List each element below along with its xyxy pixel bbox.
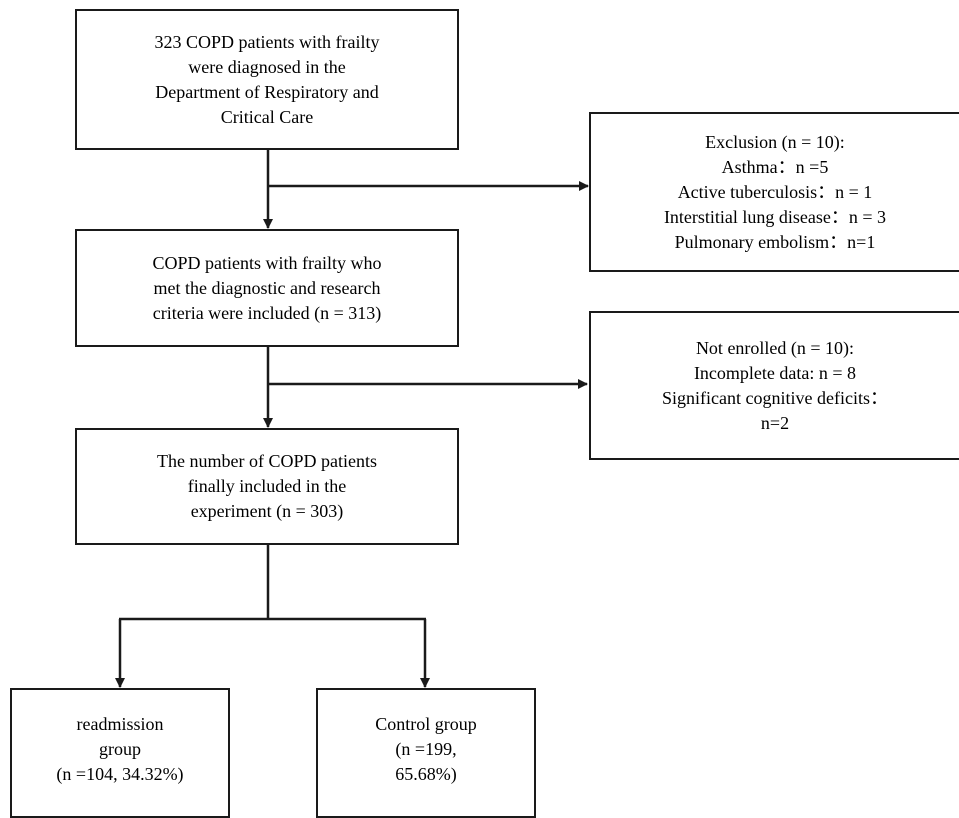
included-line-1: COPD patients with frailty who bbox=[152, 252, 382, 273]
exclusion-box: Exclusion (n = 10): Asthma：n =5 Active t… bbox=[589, 112, 959, 272]
not-enrolled-box: Not enrolled (n = 10): Incomplete data: … bbox=[589, 311, 959, 460]
included-line-3: criteria were included (n = 313) bbox=[152, 302, 382, 323]
control-line-1: Control group bbox=[375, 714, 477, 734]
diagnosed-line-3: Department of Respiratory and bbox=[155, 81, 379, 102]
not-enrolled-line-4: n=2 bbox=[760, 412, 790, 433]
exclusion-line-2: Asthma：n =5 bbox=[721, 156, 829, 177]
not-enrolled-line-3: Significant cognitive deficits： bbox=[662, 387, 888, 408]
included-box: COPD patients with frailty who met the d… bbox=[75, 229, 459, 347]
not-enrolled-line-1: Not enrolled (n = 10): bbox=[695, 337, 855, 358]
not-enrolled-line-2: Incomplete data: n = 8 bbox=[693, 362, 857, 383]
control-line-2: (n =199, bbox=[395, 739, 457, 759]
readmission-line-1: readmission bbox=[76, 714, 164, 734]
readmission-line-2: group bbox=[99, 739, 141, 759]
final-line-1: The number of COPD patients bbox=[157, 451, 377, 471]
readmission-box: readmission group (n =104, 34.32%) bbox=[10, 688, 230, 818]
exclusion-line-1: Exclusion (n = 10): bbox=[705, 131, 845, 152]
diagnosed-line-1: 323 COPD patients with frailty bbox=[154, 31, 380, 52]
final-line-3: experiment (n = 303) bbox=[190, 501, 344, 521]
exclusion-line-5: Pulmonary embolism：n=1 bbox=[674, 231, 876, 252]
exclusion-line-3: Active tuberculosis：n = 1 bbox=[677, 181, 873, 202]
control-box: Control group (n =199, 65.68%) bbox=[316, 688, 536, 818]
exclusion-line-4: Interstitial lung disease：n = 3 bbox=[663, 206, 887, 227]
readmission-line-3: (n =104, 34.32%) bbox=[56, 764, 184, 784]
final-box: The number of COPD patients finally incl… bbox=[75, 428, 459, 545]
diagnosed-line-2: were diagnosed in the bbox=[188, 56, 346, 77]
control-line-3: 65.68%) bbox=[395, 764, 457, 784]
diagnosed-box: 323 COPD patients with frailty were diag… bbox=[75, 9, 459, 150]
included-line-2: met the diagnostic and research bbox=[153, 277, 381, 298]
diagnosed-line-4: Critical Care bbox=[220, 106, 314, 127]
final-line-2: finally included in the bbox=[187, 476, 347, 496]
